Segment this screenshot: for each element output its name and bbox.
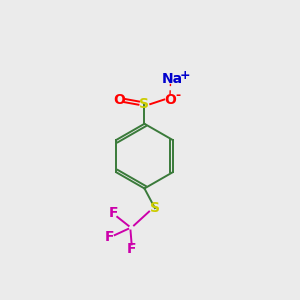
Text: +: + [179, 69, 190, 82]
Text: F: F [127, 242, 136, 256]
Text: S: S [140, 97, 149, 111]
Text: F: F [105, 230, 114, 244]
Text: O: O [113, 92, 125, 106]
Text: -: - [175, 89, 180, 102]
Text: O: O [164, 92, 176, 106]
Text: Na: Na [162, 72, 183, 86]
Text: S: S [150, 201, 160, 215]
Text: F: F [108, 206, 118, 220]
